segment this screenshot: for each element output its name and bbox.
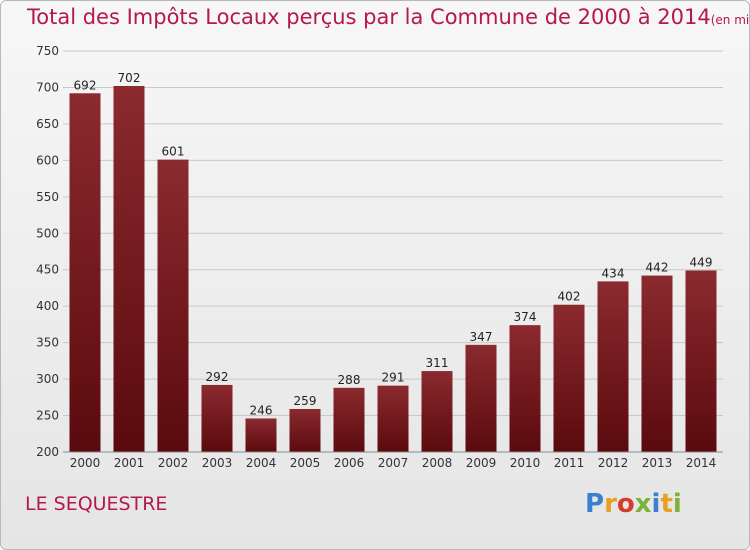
y-tick-label: 250: [36, 409, 59, 423]
bar: [69, 93, 101, 453]
chart-unit-label: (en milliers d'€): [710, 13, 750, 27]
bar: [113, 85, 145, 452]
x-tick-label: 2003: [202, 456, 233, 470]
bar: [289, 408, 321, 452]
x-tick-label: 2000: [70, 456, 101, 470]
x-tick-label: 2011: [554, 456, 585, 470]
x-tick-label: 2009: [466, 456, 497, 470]
logo-letter: i: [651, 489, 661, 519]
bars: [69, 85, 717, 453]
bar: [333, 387, 365, 452]
x-axis-ticks: 2000 2001 2002 2003 2004 2005 2006 2007 2008 2009…: [70, 456, 717, 470]
data-label: 402: [558, 290, 581, 304]
bar: [553, 304, 585, 452]
data-label: 601: [162, 145, 185, 159]
y-tick-label: 400: [36, 299, 59, 313]
x-tick-label: 2013: [642, 456, 673, 470]
x-tick-label: 2008: [422, 456, 453, 470]
bar: [157, 159, 189, 452]
x-tick-label: 2014: [686, 456, 717, 470]
logo-letter: i: [672, 489, 682, 519]
data-label: 374: [514, 310, 537, 324]
y-tick-label: 650: [36, 117, 59, 131]
data-label: 291: [382, 371, 405, 385]
y-tick-label: 600: [36, 153, 59, 167]
chart-title-text: Total des Impôts Locaux perçus par la Co…: [27, 5, 711, 29]
y-tick-label: 750: [36, 44, 59, 58]
y-axis-ticks: 200 250 300 350 400 450 500 550 600 650 700 750: [36, 44, 59, 459]
x-tick-label: 2007: [378, 456, 409, 470]
data-label: 246: [250, 403, 273, 417]
x-tick-label: 2006: [334, 456, 365, 470]
y-tick-label: 700: [36, 80, 59, 94]
bar: [685, 270, 717, 452]
value-labels: 692 702 601 292 246 259 288 291 311 347 374 402 434 4…: [74, 71, 713, 417]
bar: [641, 275, 673, 452]
bar: [465, 344, 497, 452]
bar: [201, 384, 233, 452]
y-tick-label: 500: [36, 226, 59, 240]
logo-letter: t: [660, 489, 673, 519]
commune-name: LE SEQUESTRE: [25, 493, 168, 515]
logo-letter: P: [585, 489, 605, 519]
y-tick-label: 550: [36, 190, 59, 204]
y-tick-label: 450: [36, 263, 59, 277]
bar: [509, 325, 541, 452]
data-label: 702: [118, 71, 141, 85]
data-label: 259: [294, 394, 317, 408]
y-tick-label: 350: [36, 336, 59, 350]
proxiti-logo: Proxiti: [585, 489, 682, 519]
y-tick-label: 200: [36, 445, 59, 459]
x-tick-label: 2004: [246, 456, 277, 470]
data-label: 692: [74, 78, 97, 92]
x-tick-label: 2010: [510, 456, 541, 470]
bar: [597, 281, 629, 452]
bar: [421, 371, 453, 452]
data-label: 449: [690, 255, 713, 269]
x-tick-label: 2012: [598, 456, 629, 470]
x-tick-label: 2001: [114, 456, 145, 470]
bar: [245, 418, 277, 452]
y-tick-label: 300: [36, 372, 59, 386]
data-label: 288: [338, 373, 361, 387]
data-label: 311: [426, 356, 449, 370]
logo-letter: x: [634, 489, 652, 519]
logo-letter: r: [604, 489, 617, 519]
x-tick-label: 2002: [158, 456, 189, 470]
data-label: 292: [206, 370, 229, 384]
bar: [377, 385, 409, 452]
data-label: 442: [646, 261, 669, 275]
data-label: 347: [470, 330, 493, 344]
chart-title: Total des Impôts Locaux perçus par la Co…: [27, 5, 750, 29]
x-tick-label: 2005: [290, 456, 321, 470]
logo-letter: o: [616, 489, 635, 519]
data-label: 434: [602, 266, 625, 280]
